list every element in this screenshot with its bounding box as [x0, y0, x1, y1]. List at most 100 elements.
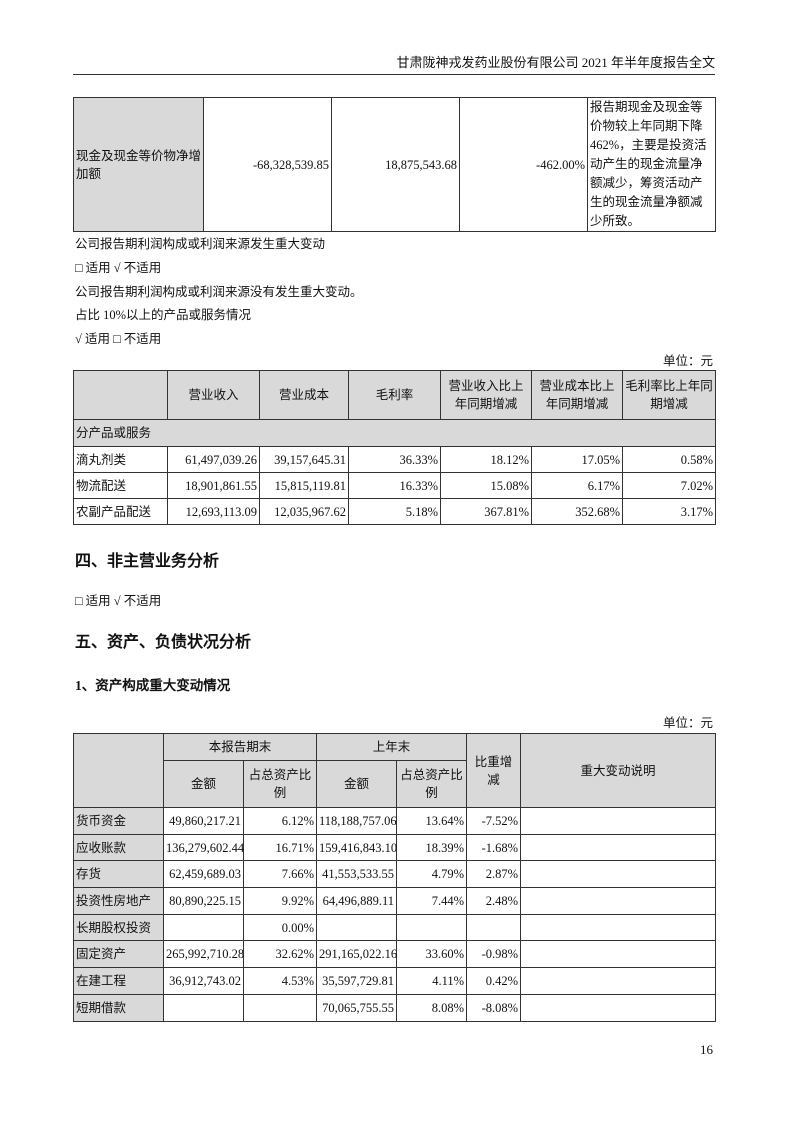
row-label: 固定资产	[73, 940, 164, 969]
table-row: 固定资产 265,992,710.28 32.62% 291,165,022.16 33…	[73, 940, 717, 969]
table-cell: 12,693,113.09	[167, 498, 260, 525]
table-header-row: 营业收入 营业成本 毛利率 营业收入比上年同期增减 营业成本比上年同期增减 毛利…	[73, 370, 716, 420]
table-row: 应收账款 136,279,602.44 16.71% 159,416,843.10 18…	[73, 833, 717, 862]
table-cell: 64,496,889.11	[316, 887, 398, 915]
table-cell: -7.52%	[466, 807, 522, 835]
table-cell: 12,035,967.62	[259, 498, 349, 525]
table-cell	[242, 993, 318, 1022]
table-cell: 4.11%	[396, 967, 468, 995]
change-value: -462.00%	[459, 97, 588, 232]
table-cell: 16.71%	[242, 833, 318, 862]
table-cell: 41,553,533.55	[316, 860, 398, 889]
table-row: 存货 62,459,689.03 7.66% 41,553,533.55 4.79% 2.…	[73, 860, 717, 889]
page-header: 甘肃陇神戎发药业股份有限公司 2021 年半年度报告全文	[396, 55, 715, 70]
section-heading: 五、资产、负债状况分析	[75, 634, 252, 651]
change-reason: 报告期现金及现金等价物较上年同期下降462%，主要是投资活动产生的现金流量净额减…	[587, 97, 716, 232]
table-row: 滴丸剂类 61,497,039.26 39,157,645.31 36.33% 18.1…	[73, 446, 716, 473]
table-cell: 2.48%	[466, 887, 522, 915]
table-cell: 6.17%	[531, 472, 623, 499]
row-label: 短期借款	[73, 993, 164, 1022]
table-cell: 7.02%	[622, 472, 716, 499]
table-row: 短期借款 70,065,755.55 8.08% -8.08%	[73, 993, 717, 1022]
column-header: 营业成本	[259, 370, 349, 420]
table-cell: 36.33%	[348, 446, 441, 473]
table-cell: 9.92%	[242, 887, 318, 915]
table-cell: 18,901,861.55	[167, 472, 260, 499]
product-table: 营业收入 营业成本 毛利率 营业收入比上年同期增减 营业成本比上年同期增减 毛利…	[73, 370, 716, 525]
table-row: 现金及现金等价物净增加额 -68,328,539.85 18,875,543.6…	[73, 97, 716, 232]
unit-label: 单位：元	[662, 354, 713, 368]
column-header: 金额	[163, 760, 244, 808]
asset-table: 本报告期末 上年末 比重增减 重大变动说明 金额 占总资产比例 金额 占总资产比…	[73, 733, 717, 1022]
table-cell: 291,165,022.16	[316, 940, 397, 969]
table-cell: 4.53%	[242, 967, 318, 995]
table-cell	[520, 967, 717, 995]
table-cell: 35,597,729.81	[316, 967, 398, 995]
table-cell	[520, 833, 717, 862]
text-products-title: 占比 10%以上的产品或服务情况	[75, 308, 252, 322]
table-cell	[396, 913, 468, 942]
row-label: 投资性房地产	[73, 887, 164, 915]
column-header: 毛利率比上年同期增减	[622, 370, 716, 420]
cash-flow-table: 现金及现金等价物净增加额 -68,328,539.85 18,875,543.6…	[73, 97, 716, 232]
table-cell: 136,279,602.44	[163, 833, 244, 862]
table-cell: 32.62%	[242, 940, 318, 969]
table-cell: 80,890,225.15	[163, 887, 244, 915]
table-cell: 4.79%	[396, 860, 468, 889]
table-cell: 159,416,843.10	[316, 833, 397, 862]
table-cell: 0.42%	[466, 967, 522, 995]
table-cell	[520, 860, 717, 889]
table-row: 货币资金 49,860,217.21 6.12% 118,188,757.06 13.6…	[73, 807, 717, 835]
column-header: 重大变动说明	[520, 733, 717, 808]
table-cell: 16.33%	[348, 472, 441, 499]
column-header: 营业成本比上年同期增减	[531, 370, 623, 420]
table-cell	[520, 887, 717, 915]
header-divider	[73, 74, 715, 75]
table-cell	[520, 807, 717, 835]
table-cell: 0.00%	[242, 913, 318, 942]
row-label: 物流配送	[73, 472, 168, 499]
table-cell	[163, 993, 244, 1022]
prior-value: 18,875,543.68	[331, 97, 460, 232]
table-cell	[520, 993, 717, 1022]
table-cell: 8.08%	[396, 993, 468, 1022]
table-cell: 118,188,757.06	[316, 807, 398, 835]
unit-label: 单位：元	[662, 716, 713, 730]
table-cell: 5.18%	[348, 498, 441, 525]
table-cell: 15,815,119.81	[259, 472, 349, 499]
table-cell: 36,912,743.02	[163, 967, 244, 995]
table-cell: -0.98%	[466, 940, 522, 969]
table-cell: 7.44%	[396, 887, 468, 915]
column-header: 占总资产比例	[242, 760, 318, 808]
table-cell: 70,065,755.55	[316, 993, 398, 1022]
table-cell: 13.64%	[396, 807, 468, 835]
column-header: 毛利率	[348, 370, 441, 420]
table-cell: 2.87%	[466, 860, 522, 889]
table-row: 长期股权投资 0.00%	[73, 913, 717, 942]
table-cell: -8.08%	[466, 993, 522, 1022]
section-heading: 四、非主营业务分析	[75, 553, 220, 570]
table-cell: 17.05%	[531, 446, 623, 473]
table-cell: 7.66%	[242, 860, 318, 889]
column-header: 占总资产比例	[396, 760, 468, 808]
table-cell	[316, 913, 398, 942]
table-cell	[520, 940, 717, 969]
table-row: 农副产品配送 12,693,113.09 12,035,967.62 5.18% 367…	[73, 498, 716, 525]
applicable-option: √ 适用 □ 不适用	[75, 332, 162, 346]
current-value: -68,328,539.85	[203, 97, 332, 232]
table-cell: 61,497,039.26	[167, 446, 260, 473]
table-cell: 15.08%	[440, 472, 532, 499]
table-cell: 6.12%	[242, 807, 318, 835]
table-cell: 62,459,689.03	[163, 860, 244, 889]
group-label: 分产品或服务	[73, 419, 716, 447]
table-cell: 265,992,710.28	[163, 940, 244, 969]
table-cell: 3.17%	[622, 498, 716, 525]
table-cell: 352.68%	[531, 498, 623, 525]
row-label: 农副产品配送	[73, 498, 168, 525]
row-label: 货币资金	[73, 807, 164, 835]
column-header: 上年末	[316, 733, 468, 761]
column-header	[73, 370, 168, 420]
table-cell: 33.60%	[396, 940, 468, 969]
table-row: 投资性房地产 80,890,225.15 9.92% 64,496,889.11 7.4…	[73, 887, 717, 915]
table-cell	[466, 913, 522, 942]
